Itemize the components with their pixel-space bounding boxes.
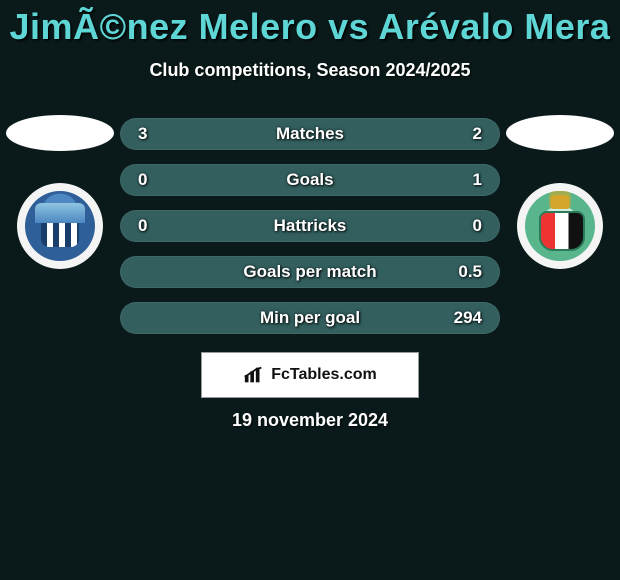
stat-right-value: 0 [442, 216, 482, 236]
player-side-right [500, 115, 620, 269]
footer-date: 19 november 2024 [0, 410, 620, 431]
bar-chart-icon [243, 364, 265, 386]
player-photo-placeholder-left [6, 115, 114, 151]
stat-row-min-per-goal: Min per goal 294 [120, 302, 500, 334]
stat-left-value: 0 [138, 216, 178, 236]
page-subtitle: Club competitions, Season 2024/2025 [0, 60, 620, 81]
club-badge-left [17, 183, 103, 269]
source-attribution[interactable]: FcTables.com [201, 352, 419, 398]
stat-left-value: 0 [138, 170, 178, 190]
stat-right-value: 294 [442, 308, 482, 328]
club-badge-right [517, 183, 603, 269]
stat-row-hattricks: 0 Hattricks 0 [120, 210, 500, 242]
stats-list: 3 Matches 2 0 Goals 1 0 Hattricks 0 Goal… [120, 118, 500, 334]
comparison-card: JimÃ©nez Melero vs Arévalo Mera Club com… [0, 0, 620, 580]
stat-row-goals: 0 Goals 1 [120, 164, 500, 196]
player-photo-placeholder-right [506, 115, 614, 151]
player-side-left [0, 115, 120, 269]
stat-right-value: 2 [442, 124, 482, 144]
page-title: JimÃ©nez Melero vs Arévalo Mera [0, 0, 620, 48]
stat-left-value: 3 [138, 124, 178, 144]
club-crest-icon [25, 191, 95, 261]
club-crest-icon [525, 191, 595, 261]
stat-row-matches: 3 Matches 2 [120, 118, 500, 150]
stat-right-value: 1 [442, 170, 482, 190]
stat-right-value: 0.5 [442, 262, 482, 282]
source-label: FcTables.com [271, 366, 377, 384]
stat-row-goals-per-match: Goals per match 0.5 [120, 256, 500, 288]
